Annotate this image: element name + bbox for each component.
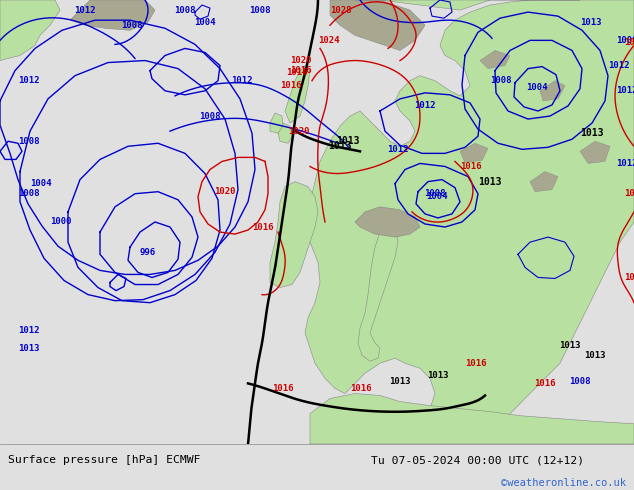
Text: 996: 996 [140, 248, 156, 257]
Text: 1012: 1012 [18, 76, 39, 85]
Text: 1013: 1013 [585, 351, 605, 360]
Polygon shape [285, 66, 310, 123]
Polygon shape [540, 81, 565, 101]
Polygon shape [460, 143, 488, 163]
Text: 1028: 1028 [330, 5, 351, 15]
Text: 1016: 1016 [460, 162, 481, 171]
Text: 1012: 1012 [414, 101, 436, 110]
Text: 1012: 1012 [387, 145, 409, 154]
Text: 1016: 1016 [350, 384, 372, 393]
Text: 1012: 1012 [231, 76, 253, 85]
Text: 1008: 1008 [569, 377, 591, 386]
Text: 1000: 1000 [50, 218, 72, 226]
Text: ©weatheronline.co.uk: ©weatheronline.co.uk [501, 478, 626, 488]
Text: 1016: 1016 [290, 66, 312, 75]
Polygon shape [270, 182, 318, 288]
Text: 1008: 1008 [249, 5, 271, 15]
Text: 1013: 1013 [18, 343, 39, 353]
Text: 1013: 1013 [336, 136, 359, 146]
Text: 1004: 1004 [426, 192, 448, 201]
Text: 1016: 1016 [287, 68, 308, 77]
Polygon shape [278, 123, 292, 143]
Text: 1008: 1008 [121, 21, 143, 30]
Text: 1008: 1008 [424, 189, 446, 198]
Polygon shape [310, 393, 634, 444]
Polygon shape [480, 50, 510, 69]
Polygon shape [70, 0, 155, 30]
Polygon shape [305, 0, 634, 439]
Polygon shape [358, 212, 398, 361]
Text: 1020: 1020 [214, 187, 236, 196]
Text: 1016: 1016 [534, 379, 556, 388]
Text: 1012: 1012 [608, 61, 630, 70]
Text: 1020: 1020 [288, 126, 310, 136]
Polygon shape [355, 207, 420, 237]
Text: 1008: 1008 [18, 137, 39, 146]
Text: 1013: 1013 [478, 176, 501, 187]
Text: 1004: 1004 [30, 179, 51, 188]
Text: Tu 07-05-2024 00:00 UTC (12+12): Tu 07-05-2024 00:00 UTC (12+12) [371, 455, 584, 465]
Polygon shape [580, 141, 610, 164]
Text: 1013: 1013 [427, 371, 449, 380]
Text: 1016: 1016 [280, 81, 302, 90]
Text: 1008: 1008 [616, 36, 634, 45]
Text: 1020: 1020 [624, 273, 634, 282]
Text: 1020: 1020 [290, 56, 312, 65]
Text: 1024: 1024 [318, 36, 339, 45]
Text: 1016: 1016 [272, 384, 294, 393]
Text: 1012: 1012 [616, 159, 634, 168]
Polygon shape [0, 0, 60, 61]
Text: 1013: 1013 [328, 141, 351, 151]
Text: 1013: 1013 [559, 341, 581, 349]
Text: 1016: 1016 [465, 359, 487, 368]
Text: 1016: 1016 [624, 189, 634, 198]
Text: 1008: 1008 [18, 189, 39, 198]
Polygon shape [530, 172, 558, 192]
Text: 1013: 1013 [580, 128, 604, 138]
Text: 1012: 1012 [74, 5, 96, 15]
Text: 1008: 1008 [199, 112, 221, 121]
Text: 1013: 1013 [389, 377, 411, 386]
Text: 1016: 1016 [252, 222, 274, 231]
Polygon shape [330, 0, 425, 50]
Text: 1008: 1008 [490, 76, 512, 85]
Text: 1012: 1012 [616, 86, 634, 96]
Text: 1008: 1008 [174, 5, 196, 15]
Text: Surface pressure [hPa] ECMWF: Surface pressure [hPa] ECMWF [8, 455, 200, 465]
Text: 1004: 1004 [526, 83, 548, 92]
Text: 1016: 1016 [624, 38, 634, 47]
Text: 1012: 1012 [18, 326, 39, 336]
Polygon shape [270, 113, 283, 133]
Text: 1013: 1013 [580, 18, 602, 26]
Text: 1004: 1004 [194, 18, 216, 26]
